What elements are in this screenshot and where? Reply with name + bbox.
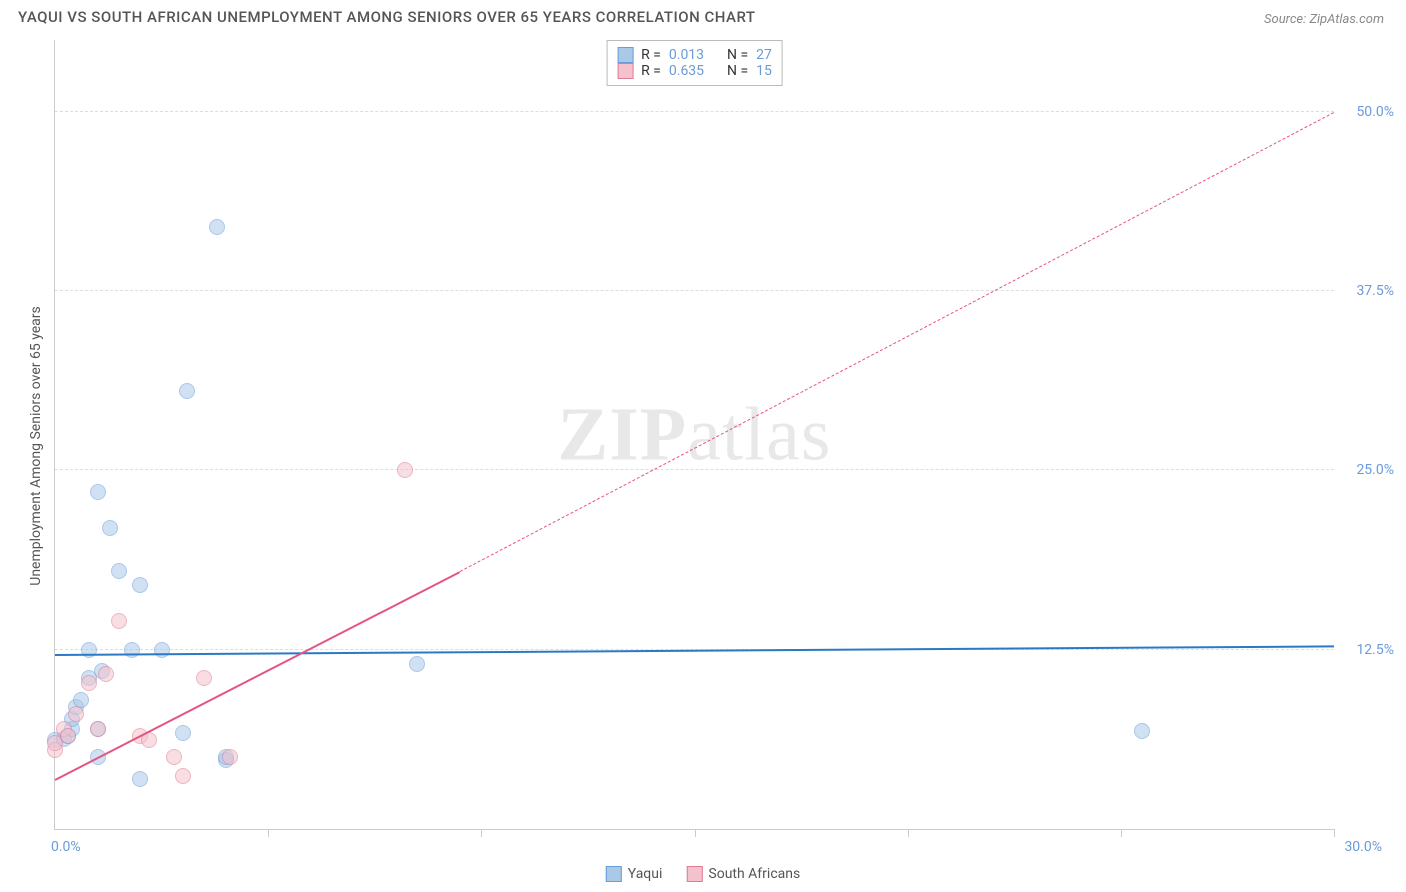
data-point-yaqui — [132, 771, 148, 787]
data-point-yaqui — [209, 219, 225, 235]
legend-row-yaqui: R = 0.013 N = 27 — [617, 47, 772, 63]
legend-swatch-sa — [686, 866, 702, 882]
y-axis-label: Unemployment Among Seniors over 65 years — [28, 306, 44, 586]
correlation-legend: R = 0.013 N = 27 R = 0.635 N = 15 — [606, 40, 783, 86]
source-name: ZipAtlas.com — [1309, 12, 1384, 27]
data-point-sa — [166, 749, 182, 765]
watermark-bold: ZIP — [558, 392, 688, 476]
data-point-yaqui — [175, 725, 191, 741]
legend-label-sa: South Africans — [708, 866, 800, 882]
legend-swatch-yaqui — [617, 47, 633, 63]
data-point-sa — [81, 675, 97, 691]
scatter-plot-area: ZIPatlas R = 0.013 N = 27 R = 0.635 N = … — [54, 40, 1334, 830]
x-tick — [695, 829, 696, 837]
chart-title: YAQUI VS SOUTH AFRICAN UNEMPLOYMENT AMON… — [18, 8, 756, 26]
regression-line-yaqui — [55, 645, 1334, 656]
legend-item-yaqui: Yaqui — [606, 866, 663, 882]
x-tick — [481, 829, 482, 837]
gridline — [55, 290, 1334, 291]
data-point-yaqui — [132, 577, 148, 593]
data-point-sa — [397, 462, 413, 478]
y-tick-label: 25.0% — [1356, 462, 1394, 478]
x-end-label: 30.0% — [1344, 839, 1382, 855]
series-legend: Yaqui South Africans — [606, 866, 800, 882]
legend-swatch-yaqui — [606, 866, 622, 882]
data-point-sa — [98, 666, 114, 682]
watermark: ZIPatlas — [558, 391, 832, 478]
n-value-sa: 15 — [756, 63, 772, 79]
y-tick-label: 37.5% — [1356, 283, 1394, 299]
data-point-sa — [222, 749, 238, 765]
legend-label-yaqui: Yaqui — [628, 866, 663, 882]
data-point-sa — [175, 768, 191, 784]
r-label: R = — [641, 47, 661, 63]
x-tick — [1334, 829, 1335, 837]
data-point-yaqui — [102, 520, 118, 536]
legend-swatch-sa — [617, 63, 633, 79]
data-point-sa — [196, 670, 212, 686]
x-tick — [1121, 829, 1122, 837]
watermark-rest: atlas — [687, 392, 831, 476]
x-tick — [268, 829, 269, 837]
data-point-yaqui — [1134, 723, 1150, 739]
r-value-yaqui: 0.013 — [669, 47, 704, 63]
gridline — [55, 111, 1334, 112]
n-value-yaqui: 27 — [756, 47, 772, 63]
data-point-yaqui — [179, 383, 195, 399]
regression-line-sa-extrapolated — [460, 112, 1334, 572]
source-label: Source: — [1264, 12, 1306, 27]
y-tick-label: 50.0% — [1356, 104, 1394, 120]
regression-line-sa — [55, 571, 461, 781]
legend-row-sa: R = 0.635 N = 15 — [617, 63, 772, 79]
y-tick-label: 12.5% — [1356, 642, 1394, 658]
data-point-sa — [90, 721, 106, 737]
n-label: N = — [727, 47, 748, 63]
data-point-yaqui — [409, 656, 425, 672]
data-point-sa — [60, 728, 76, 744]
r-label: R = — [641, 63, 661, 79]
data-point-yaqui — [90, 484, 106, 500]
data-point-yaqui — [111, 563, 127, 579]
n-label: N = — [727, 63, 748, 79]
data-point-sa — [111, 613, 127, 629]
x-tick — [908, 829, 909, 837]
r-value-sa: 0.635 — [669, 63, 704, 79]
x-start-label: 0.0% — [51, 839, 81, 855]
gridline — [55, 469, 1334, 470]
data-point-sa — [68, 706, 84, 722]
legend-item-sa: South Africans — [686, 866, 800, 882]
source-attribution: Source: ZipAtlas.com — [1264, 12, 1384, 27]
